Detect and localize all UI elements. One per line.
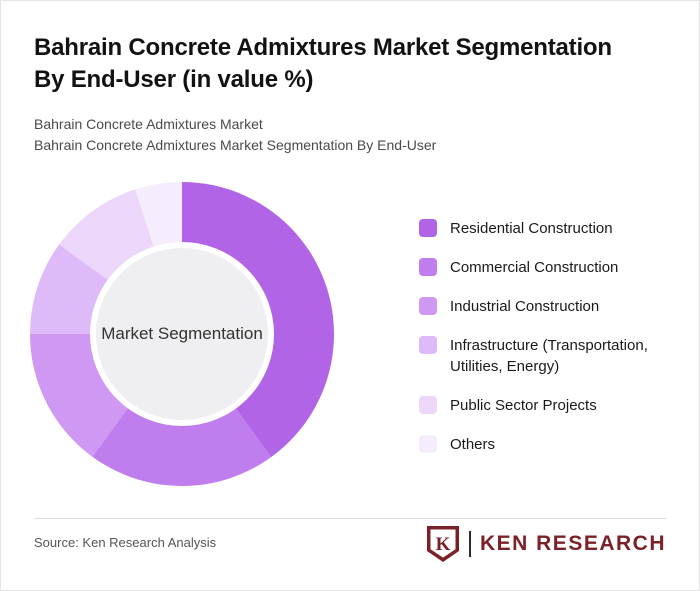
page-title: Bahrain Concrete Admixtures Market Segme… bbox=[34, 32, 674, 96]
legend-label: Residential Construction bbox=[450, 220, 613, 237]
legend-item: Public Sector Projects bbox=[419, 395, 682, 416]
shield-icon: K bbox=[426, 525, 460, 563]
legend-swatch bbox=[419, 219, 437, 237]
chart-legend: Residential Construction Commercial Cons… bbox=[419, 218, 682, 455]
title-line-1: Bahrain Concrete Admixtures Market Segme… bbox=[34, 34, 612, 61]
legend-item: Residential Construction bbox=[419, 218, 682, 239]
legend-swatch bbox=[419, 396, 437, 414]
legend-item: Infrastructure (Transportation, Utilitie… bbox=[419, 335, 682, 377]
legend-label: Others bbox=[450, 436, 496, 453]
source-text: Source: Ken Research Analysis bbox=[34, 535, 217, 550]
legend-swatch bbox=[419, 258, 437, 276]
title-line-2: By End-User (in value %) bbox=[34, 66, 314, 93]
legend-item: Industrial Construction bbox=[419, 296, 682, 317]
subtitle-line-1: Bahrain Concrete Admixtures Market bbox=[34, 116, 263, 132]
logo-letter: K bbox=[436, 534, 451, 555]
subtitle-line-2: Bahrain Concrete Admixtures Market Segme… bbox=[34, 137, 437, 153]
logo-text: KEN RESEARCH bbox=[479, 532, 666, 555]
legend-item: Commercial Construction bbox=[419, 257, 682, 278]
donut-center: Market Segmentation bbox=[90, 242, 274, 426]
legend-label: Industrial Construction bbox=[450, 298, 600, 315]
legend-label: Commercial Construction bbox=[450, 259, 619, 276]
legend-swatch bbox=[419, 435, 437, 453]
legend-item: Others bbox=[419, 434, 682, 455]
legend-label: Public Sector Projects bbox=[450, 397, 597, 414]
legend-label: Infrastructure (Transportation, Utilitie… bbox=[450, 337, 648, 375]
ken-research-logo: K KEN RESEARCH bbox=[426, 524, 666, 564]
logo-divider bbox=[468, 531, 471, 557]
donut-center-label: Market Segmentation bbox=[101, 324, 263, 343]
donut-chart: Market Segmentation bbox=[30, 182, 334, 486]
legend-swatch bbox=[419, 336, 437, 354]
legend-swatch bbox=[419, 297, 437, 315]
chart-subtitle: Bahrain Concrete Admixtures Market Bahra… bbox=[34, 114, 436, 156]
footer-divider bbox=[34, 518, 666, 519]
